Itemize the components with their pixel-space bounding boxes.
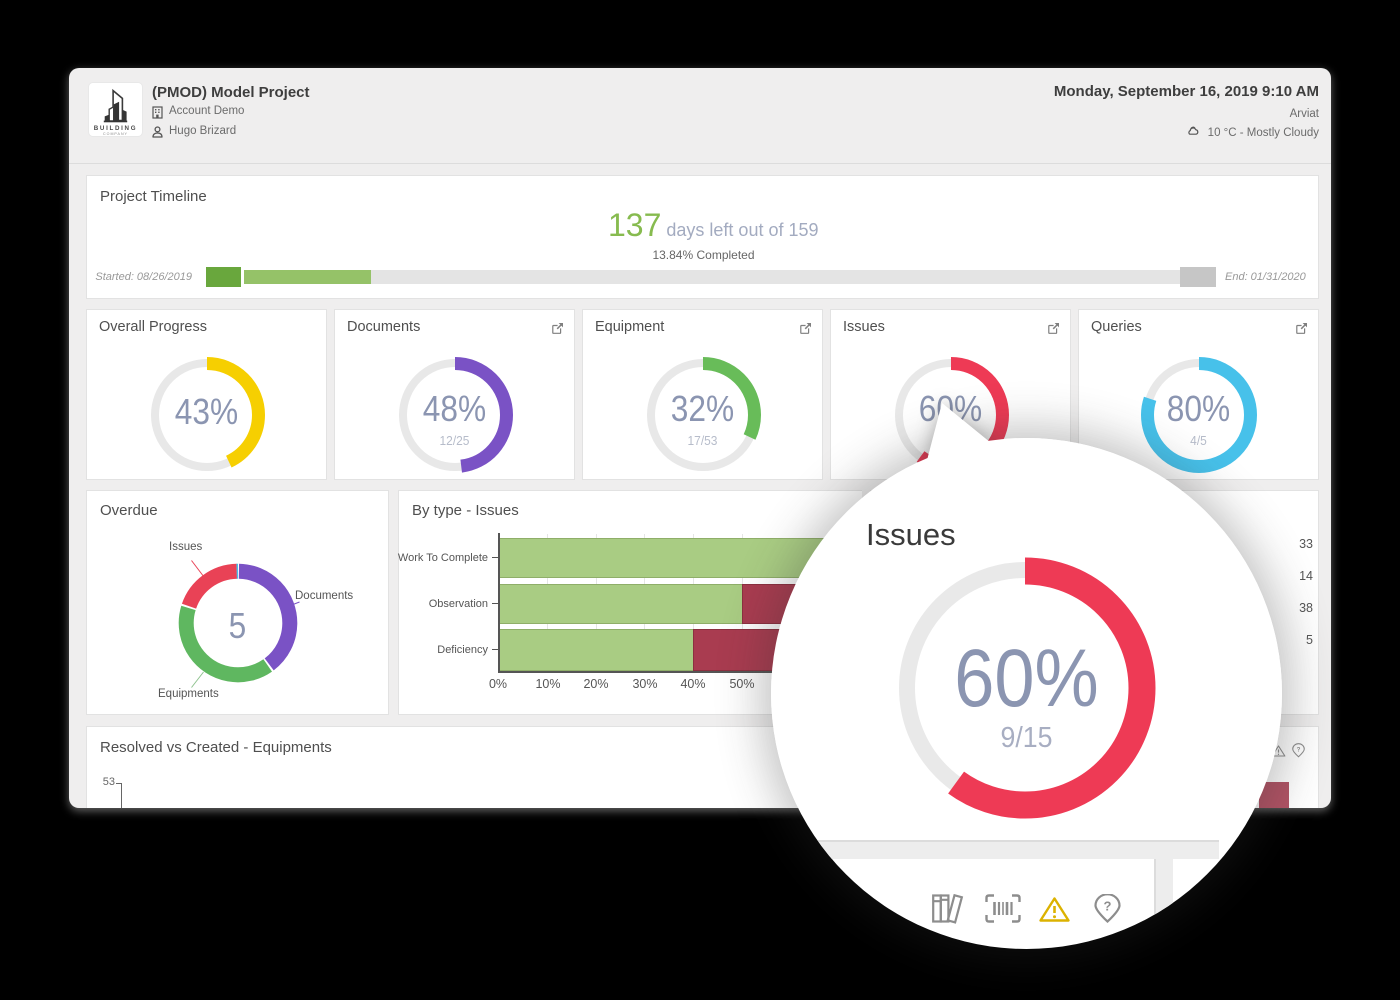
svg-text:COMPANY: COMPANY (103, 132, 128, 136)
svg-text:?: ? (1297, 746, 1301, 753)
svg-text:BUILDING: BUILDING (94, 125, 138, 132)
svg-text:?: ? (1104, 899, 1112, 914)
